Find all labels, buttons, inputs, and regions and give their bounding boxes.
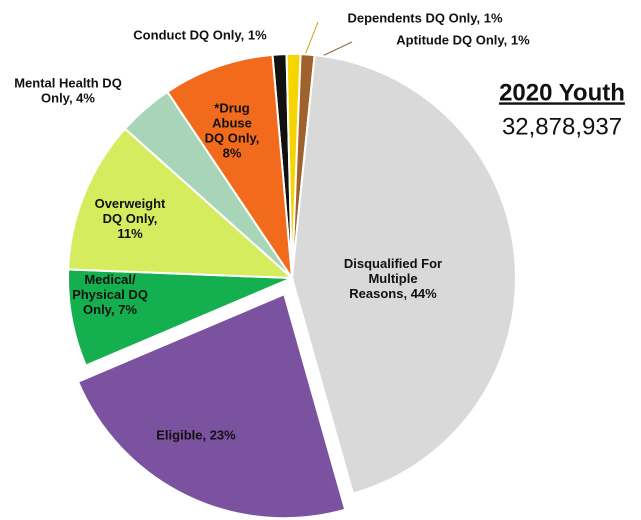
slice-label: Eligible, 23% [156, 427, 236, 442]
slice-label: Mental Health DQ Only, 4% [14, 76, 122, 106]
slice-label: *Drug Abuse DQ Only, 8% [205, 101, 260, 161]
pie-slice [76, 292, 347, 520]
leader-line [304, 21, 319, 56]
pie-slice [166, 53, 293, 279]
slice-label: Medical/Physical DQ Only, 7% [72, 272, 148, 317]
slice-label: Overweight DQ Only, 11% [95, 196, 166, 241]
slice-label: Conduct DQ Only, 1% [133, 27, 267, 42]
chart-title: 2020 Youth [499, 79, 625, 106]
chart-subtitle: 32,878,937 [502, 113, 622, 140]
slice-label: Aptitude DQ Only, 1% [396, 32, 530, 47]
slice-label: Disqualified For Multiple Reasons, 44% [344, 256, 442, 301]
pie-slice [290, 54, 517, 495]
slice-label: Dependents DQ Only, 1% [347, 10, 503, 25]
pie-slice [67, 127, 295, 280]
